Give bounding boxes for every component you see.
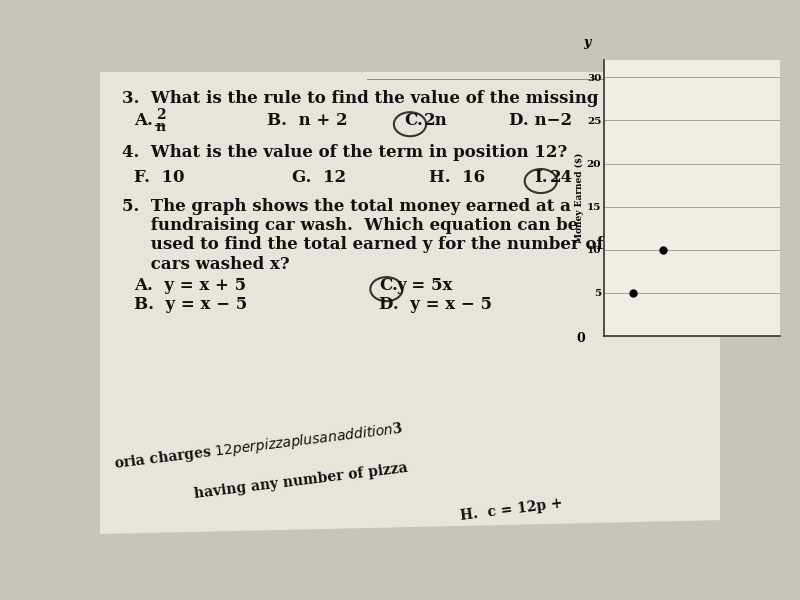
Text: H.  c = 12p +: H. c = 12p + bbox=[459, 497, 564, 523]
Text: n: n bbox=[156, 120, 166, 134]
Text: F.  10: F. 10 bbox=[134, 169, 185, 186]
Text: D.  y = x − 5: D. y = x − 5 bbox=[379, 296, 492, 313]
Y-axis label: Money Earned ($): Money Earned ($) bbox=[575, 153, 584, 243]
Text: y = 5x: y = 5x bbox=[396, 277, 453, 294]
Text: B.  y = x − 5: B. y = x − 5 bbox=[134, 296, 247, 313]
Text: having any number of pizza: having any number of pizza bbox=[193, 461, 408, 501]
Text: C.: C. bbox=[379, 277, 398, 294]
Text: 3.  What is the rule to find the value of the missing term?: 3. What is the rule to find the value of… bbox=[122, 91, 658, 107]
Text: used to find the total earned y for the number of: used to find the total earned y for the … bbox=[122, 236, 603, 253]
Text: A.: A. bbox=[134, 112, 153, 129]
Text: I.: I. bbox=[534, 169, 548, 186]
Text: oria charges $12 per pizza plus an addition $3: oria charges $12 per pizza plus an addit… bbox=[112, 420, 404, 473]
Polygon shape bbox=[100, 72, 720, 534]
Text: B.  n + 2: B. n + 2 bbox=[267, 112, 348, 129]
Text: G.  12: G. 12 bbox=[292, 169, 346, 186]
Text: 0: 0 bbox=[576, 332, 585, 345]
Text: cars washed x?: cars washed x? bbox=[122, 256, 290, 273]
Text: A.  y = x + 5: A. y = x + 5 bbox=[134, 277, 246, 294]
Text: 5.  The graph shows the total money earned at a: 5. The graph shows the total money earne… bbox=[122, 197, 570, 215]
Text: 24: 24 bbox=[550, 169, 574, 186]
Text: D. n−2: D. n−2 bbox=[510, 112, 572, 129]
Text: C.: C. bbox=[404, 112, 422, 129]
Text: y: y bbox=[583, 36, 590, 49]
Text: fundraising car wash.  Which equation can be: fundraising car wash. Which equation can… bbox=[122, 217, 578, 234]
Text: 12x: 12x bbox=[608, 117, 646, 140]
Text: 4.  What is the value of the term in position 12?: 4. What is the value of the term in posi… bbox=[122, 145, 567, 161]
Text: H.  16: H. 16 bbox=[429, 169, 485, 186]
Text: 2n: 2n bbox=[424, 112, 447, 129]
Text: 2: 2 bbox=[156, 108, 166, 122]
